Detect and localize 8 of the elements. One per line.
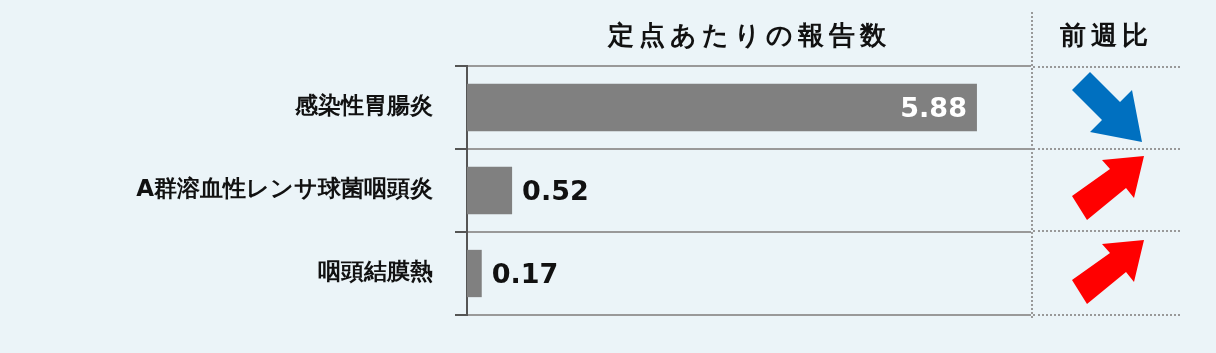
chart-title: 定点あたりの報告数	[607, 19, 891, 52]
data-label: 0.52	[522, 174, 589, 206]
data-label: 0.17	[491, 257, 559, 289]
data-label: 5.88	[900, 91, 967, 123]
y-tick-label: 咽頭結膜熱	[318, 258, 433, 285]
y-tick-label: 感染性胃腸炎	[294, 92, 433, 119]
y-tick-label: A群溶血性レンサ球菌咽頭炎	[136, 175, 433, 202]
text: 前週比	[1059, 19, 1153, 52]
